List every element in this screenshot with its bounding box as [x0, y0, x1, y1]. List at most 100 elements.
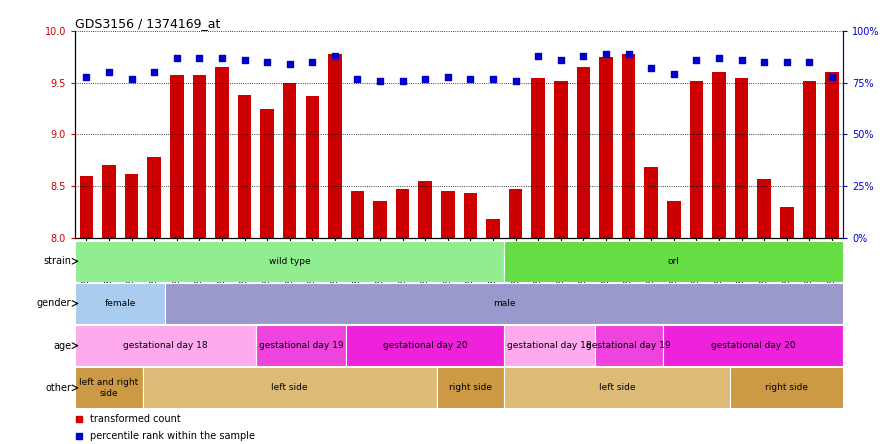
Bar: [75, 241, 504, 282]
Point: [170, 54, 184, 61]
Text: left side: left side: [599, 383, 636, 392]
Bar: [554, 81, 568, 238]
Point: [509, 77, 523, 84]
Bar: [260, 108, 274, 238]
Text: other: other: [45, 383, 72, 393]
Point: [622, 50, 636, 57]
Bar: [504, 325, 595, 366]
Text: right side: right side: [766, 383, 808, 392]
Text: percentile rank within the sample: percentile rank within the sample: [90, 432, 255, 441]
Bar: [487, 219, 500, 238]
Bar: [192, 75, 206, 238]
Bar: [667, 202, 681, 238]
Point: [373, 77, 387, 84]
Text: gestational day 18: gestational day 18: [123, 341, 208, 350]
Text: wild type: wild type: [269, 257, 311, 266]
Point: [328, 52, 342, 59]
Bar: [75, 283, 165, 324]
Point: [577, 52, 591, 59]
Bar: [165, 283, 843, 324]
Point: [486, 75, 500, 82]
Point: [554, 56, 568, 63]
Text: age: age: [53, 341, 72, 351]
Bar: [79, 176, 93, 238]
Bar: [328, 54, 342, 238]
Text: GDS3156 / 1374169_at: GDS3156 / 1374169_at: [75, 17, 221, 30]
Bar: [283, 83, 297, 238]
Bar: [351, 191, 365, 238]
Text: strain: strain: [43, 256, 72, 266]
Point: [260, 59, 275, 66]
Bar: [374, 202, 387, 238]
Bar: [509, 189, 523, 238]
Point: [192, 54, 207, 61]
Bar: [125, 174, 139, 238]
Point: [102, 69, 116, 76]
Bar: [215, 67, 229, 238]
Bar: [690, 81, 703, 238]
Text: gestational day 18: gestational day 18: [507, 341, 592, 350]
Point: [419, 75, 433, 82]
Bar: [170, 75, 184, 238]
Bar: [577, 67, 590, 238]
Point: [441, 73, 455, 80]
Bar: [75, 325, 256, 366]
Bar: [780, 206, 794, 238]
Bar: [532, 78, 545, 238]
Bar: [147, 157, 161, 238]
Text: orl: orl: [668, 257, 680, 266]
Point: [351, 75, 365, 82]
Text: left and right
side: left and right side: [79, 378, 139, 397]
Point: [396, 77, 410, 84]
Point: [690, 56, 704, 63]
Text: right side: right side: [449, 383, 492, 392]
Point: [712, 54, 726, 61]
Bar: [504, 241, 843, 282]
Text: gestational day 20: gestational day 20: [383, 341, 467, 350]
Text: gestational day 19: gestational day 19: [586, 341, 671, 350]
Point: [599, 50, 613, 57]
Point: [125, 75, 139, 82]
Bar: [504, 367, 730, 408]
Bar: [442, 191, 455, 238]
Text: gestational day 20: gestational day 20: [711, 341, 795, 350]
Bar: [758, 178, 771, 238]
Bar: [238, 95, 252, 238]
Point: [464, 75, 478, 82]
Bar: [803, 81, 816, 238]
Bar: [730, 367, 843, 408]
Bar: [645, 167, 658, 238]
Point: [803, 59, 817, 66]
Bar: [464, 193, 477, 238]
Point: [532, 52, 546, 59]
Text: left side: left side: [271, 383, 308, 392]
Point: [645, 65, 659, 72]
Bar: [735, 78, 749, 238]
Point: [306, 59, 320, 66]
Point: [735, 56, 749, 63]
Bar: [600, 57, 613, 238]
Point: [780, 59, 794, 66]
Bar: [306, 96, 319, 238]
Bar: [622, 54, 636, 238]
Text: gestational day 19: gestational day 19: [259, 341, 343, 350]
Bar: [436, 367, 504, 408]
Point: [283, 60, 297, 67]
Point: [147, 69, 162, 76]
Text: gender: gender: [37, 298, 72, 309]
Bar: [419, 181, 432, 238]
Bar: [75, 367, 143, 408]
Bar: [662, 325, 843, 366]
Point: [825, 73, 839, 80]
Text: female: female: [104, 299, 136, 308]
Point: [215, 54, 229, 61]
Bar: [826, 72, 839, 238]
Bar: [595, 325, 662, 366]
Point: [667, 71, 681, 78]
Bar: [143, 367, 436, 408]
Point: [238, 56, 252, 63]
Text: male: male: [493, 299, 516, 308]
Bar: [396, 189, 410, 238]
Bar: [346, 325, 504, 366]
Bar: [713, 72, 726, 238]
